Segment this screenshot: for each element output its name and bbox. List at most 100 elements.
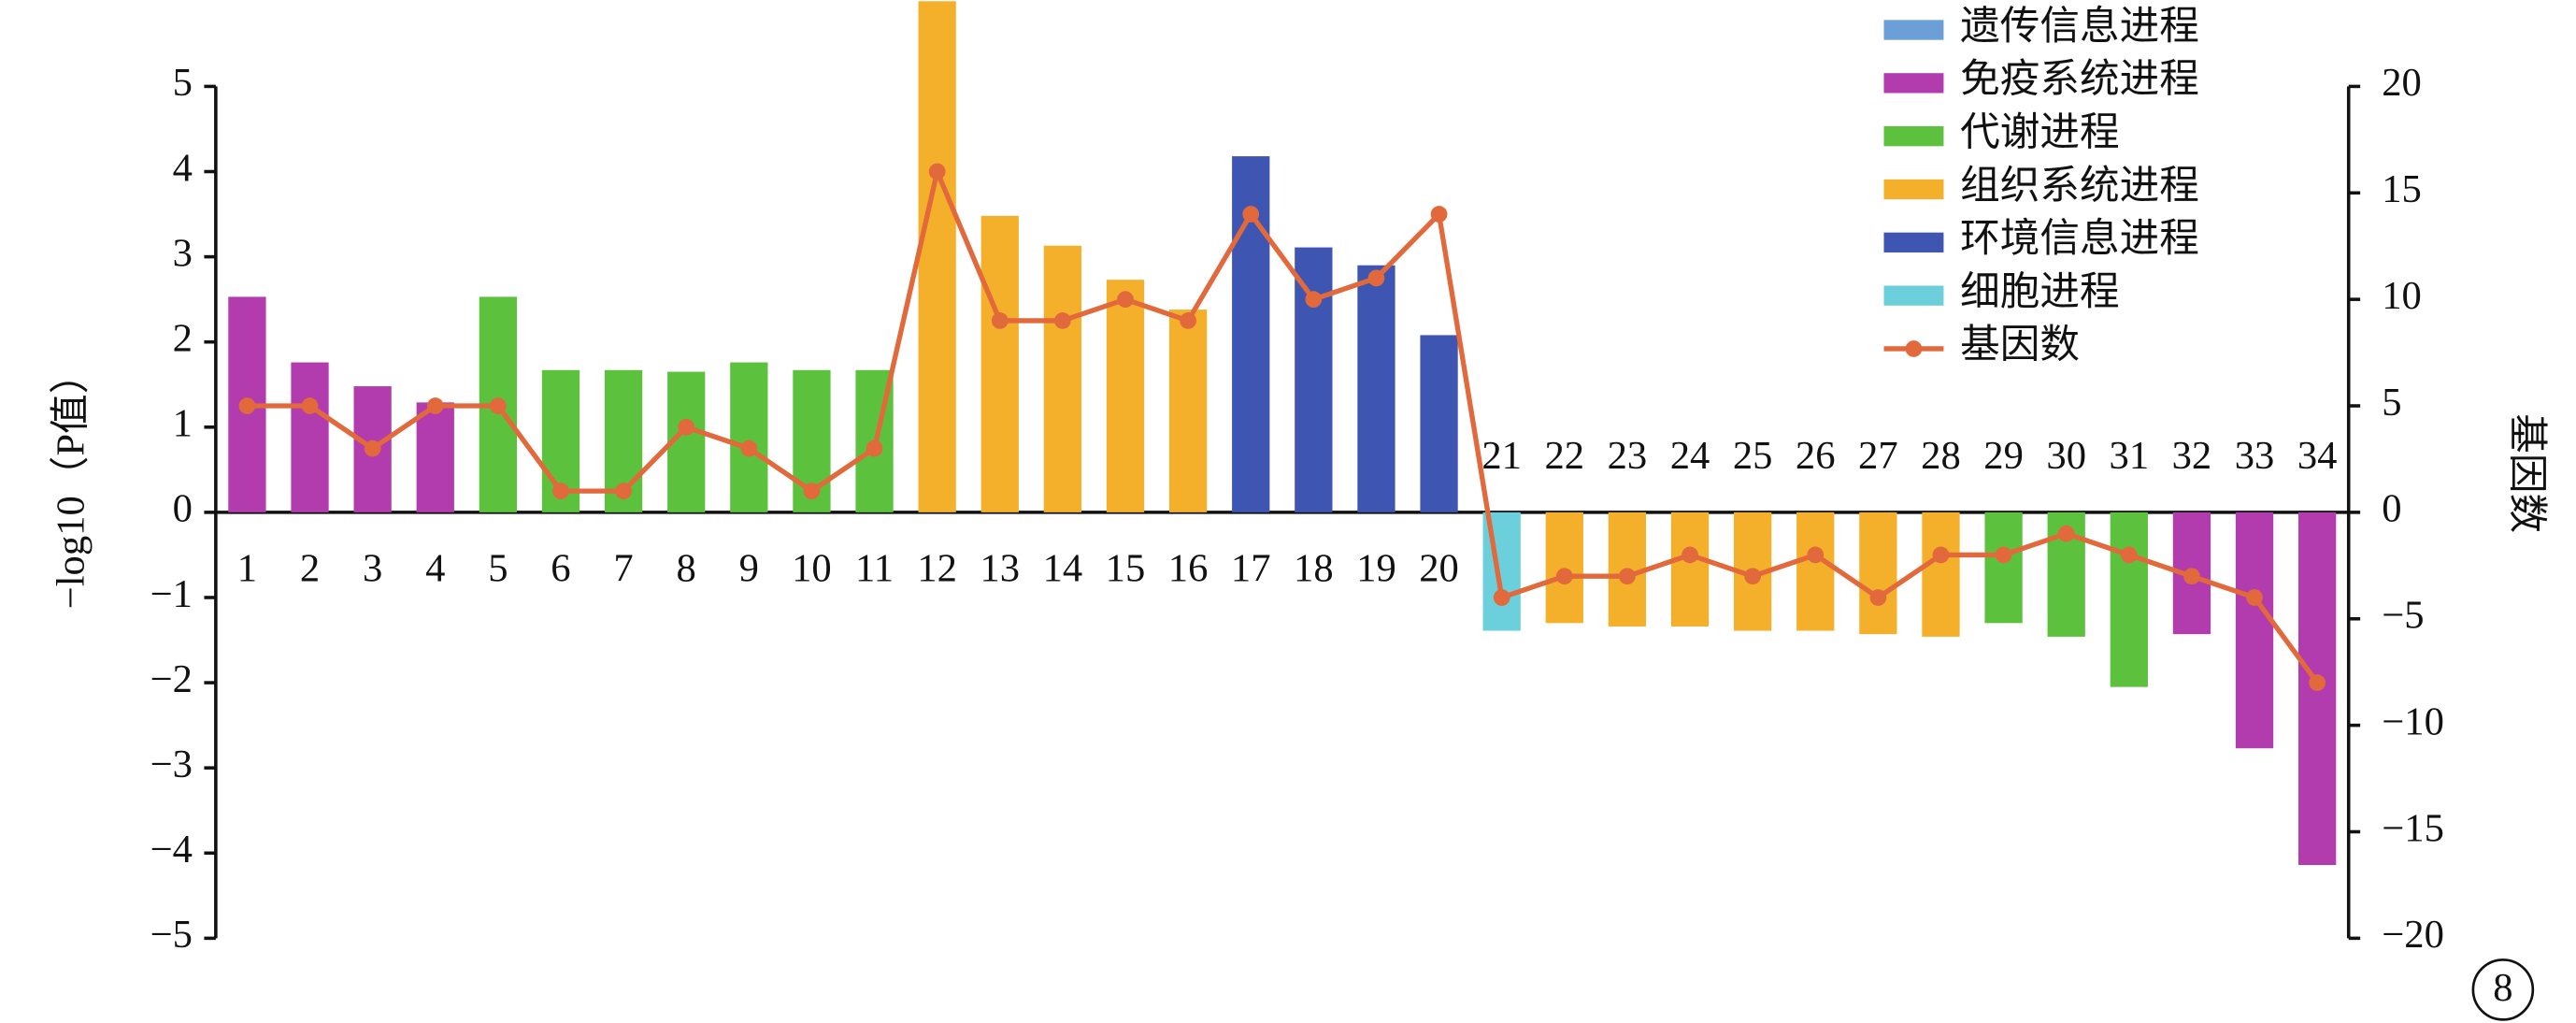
gene-count-point (2120, 546, 2138, 564)
gene-count-point (1869, 589, 1887, 606)
x-tick-label: 14 (1043, 547, 1083, 591)
bar (2235, 512, 2274, 749)
bar (416, 402, 454, 512)
annotation-circle (2471, 958, 2535, 1021)
gene-count-point (740, 439, 758, 457)
x-tick-label: 29 (1983, 434, 2024, 478)
legend-label: 组织系统进程 (1960, 164, 2199, 208)
bar (1420, 335, 1458, 512)
gene-count-point (2057, 525, 2075, 542)
gene-count-line (247, 163, 2320, 684)
gene-count-point (489, 397, 507, 414)
gene-count-point (615, 483, 632, 499)
y2-tick-label: −15 (2382, 806, 2444, 850)
gene-count-point (1744, 568, 1762, 585)
x-tick-label: 33 (2235, 434, 2275, 478)
gene-count-point (1932, 546, 1950, 564)
x-tick-label: 8 (677, 547, 696, 591)
legend-label: 代谢进程 (1960, 110, 2119, 154)
x-tick-label: 28 (1921, 434, 1961, 478)
y-tick-label: −3 (150, 742, 193, 786)
gene-count-point (552, 483, 569, 499)
x-tick-label: 34 (2297, 434, 2338, 478)
bar (1859, 512, 1897, 635)
legend-label: 遗传信息进程 (1960, 5, 2199, 49)
y-tick-label: 2 (173, 316, 193, 360)
x-tick-label: 18 (1294, 547, 1334, 591)
legend-swatch (1883, 73, 1944, 94)
gene-count-point (364, 439, 381, 457)
y2-tick-label: 15 (2382, 167, 2422, 211)
x-tick-label: 20 (1419, 547, 1459, 591)
gene-count-point (1367, 269, 1385, 287)
x-tick-label: 25 (1733, 434, 1773, 478)
gene-count-point (1555, 568, 1573, 585)
gene-count-point (1995, 546, 2012, 564)
x-tick-label: 16 (1168, 547, 1209, 591)
bar (918, 1, 956, 512)
legend-swatch (1883, 20, 1944, 40)
y-tick-label: −1 (150, 572, 193, 616)
gene-count-point (2309, 674, 2326, 691)
x-tick-label: 6 (551, 547, 570, 591)
x-tick-label: 7 (613, 547, 633, 591)
y2-tick-label: 20 (2382, 61, 2422, 105)
y-tick-label: 3 (173, 231, 193, 275)
gene-count-point (928, 163, 946, 180)
y-tick-label: 0 (173, 487, 193, 531)
legend-swatch (1883, 232, 1944, 252)
x-tick-label: 12 (917, 547, 957, 591)
x-tick-label: 30 (2046, 434, 2086, 478)
legend-swatch (1883, 179, 1944, 200)
gene-count-point (1180, 312, 1196, 329)
gene-count-point (1493, 589, 1510, 606)
bar (291, 362, 329, 512)
gene-count-point (2183, 568, 2200, 585)
legend-swatch (1883, 285, 1944, 306)
x-tick-label: 24 (1670, 434, 1710, 478)
legend-label: 免疫系统进程 (1960, 58, 2199, 102)
y2-tick-label: 5 (2382, 381, 2401, 425)
legend-label: 基因数 (1960, 324, 2080, 367)
y-tick-label: −2 (150, 657, 193, 701)
bar (1984, 512, 2023, 624)
bar (1043, 245, 1082, 512)
bar (980, 215, 1019, 512)
y-tick-label: −4 (150, 828, 193, 872)
x-tick-label: 13 (980, 547, 1020, 591)
x-tick-label: 3 (363, 547, 382, 591)
gene-count-point (991, 312, 1009, 329)
gene-count-point (1430, 206, 1448, 223)
x-tick-label: 5 (488, 547, 508, 591)
gene-count-point (1682, 546, 1698, 564)
x-tick-label: 22 (1544, 434, 1584, 478)
y-tick-label: 5 (173, 61, 193, 105)
x-tick-label: 27 (1858, 434, 1898, 478)
gene-count-point (678, 418, 695, 436)
x-tick-label: 21 (1481, 434, 1522, 478)
gene-count-point (803, 483, 821, 499)
gene-count-point (1619, 568, 1636, 585)
y-tick-label: 1 (173, 402, 193, 446)
bar (730, 362, 768, 512)
x-tick-label: 19 (1356, 547, 1396, 591)
gene-count-point (1117, 291, 1134, 309)
legend-label: 细胞进程 (1960, 270, 2119, 314)
bar (1922, 512, 1960, 637)
x-tick-label: 31 (2110, 434, 2150, 478)
bar (1106, 280, 1145, 512)
y2-tick-label: −5 (2382, 594, 2424, 638)
y2-axis-label: 基因数 (2504, 413, 2548, 533)
gene-count-point (238, 397, 256, 414)
y-tick-label: 4 (173, 146, 193, 190)
legend-label: 环境信息进程 (1960, 217, 2199, 261)
gene-count-point (301, 397, 319, 414)
bar (1670, 512, 1710, 627)
x-tick-label: 23 (1608, 434, 1648, 478)
gene-count-point (1054, 312, 1071, 329)
bar (1796, 512, 1835, 631)
x-tick-label: 32 (2172, 434, 2212, 478)
gene-count-point (866, 439, 883, 457)
bar (1295, 247, 1333, 512)
